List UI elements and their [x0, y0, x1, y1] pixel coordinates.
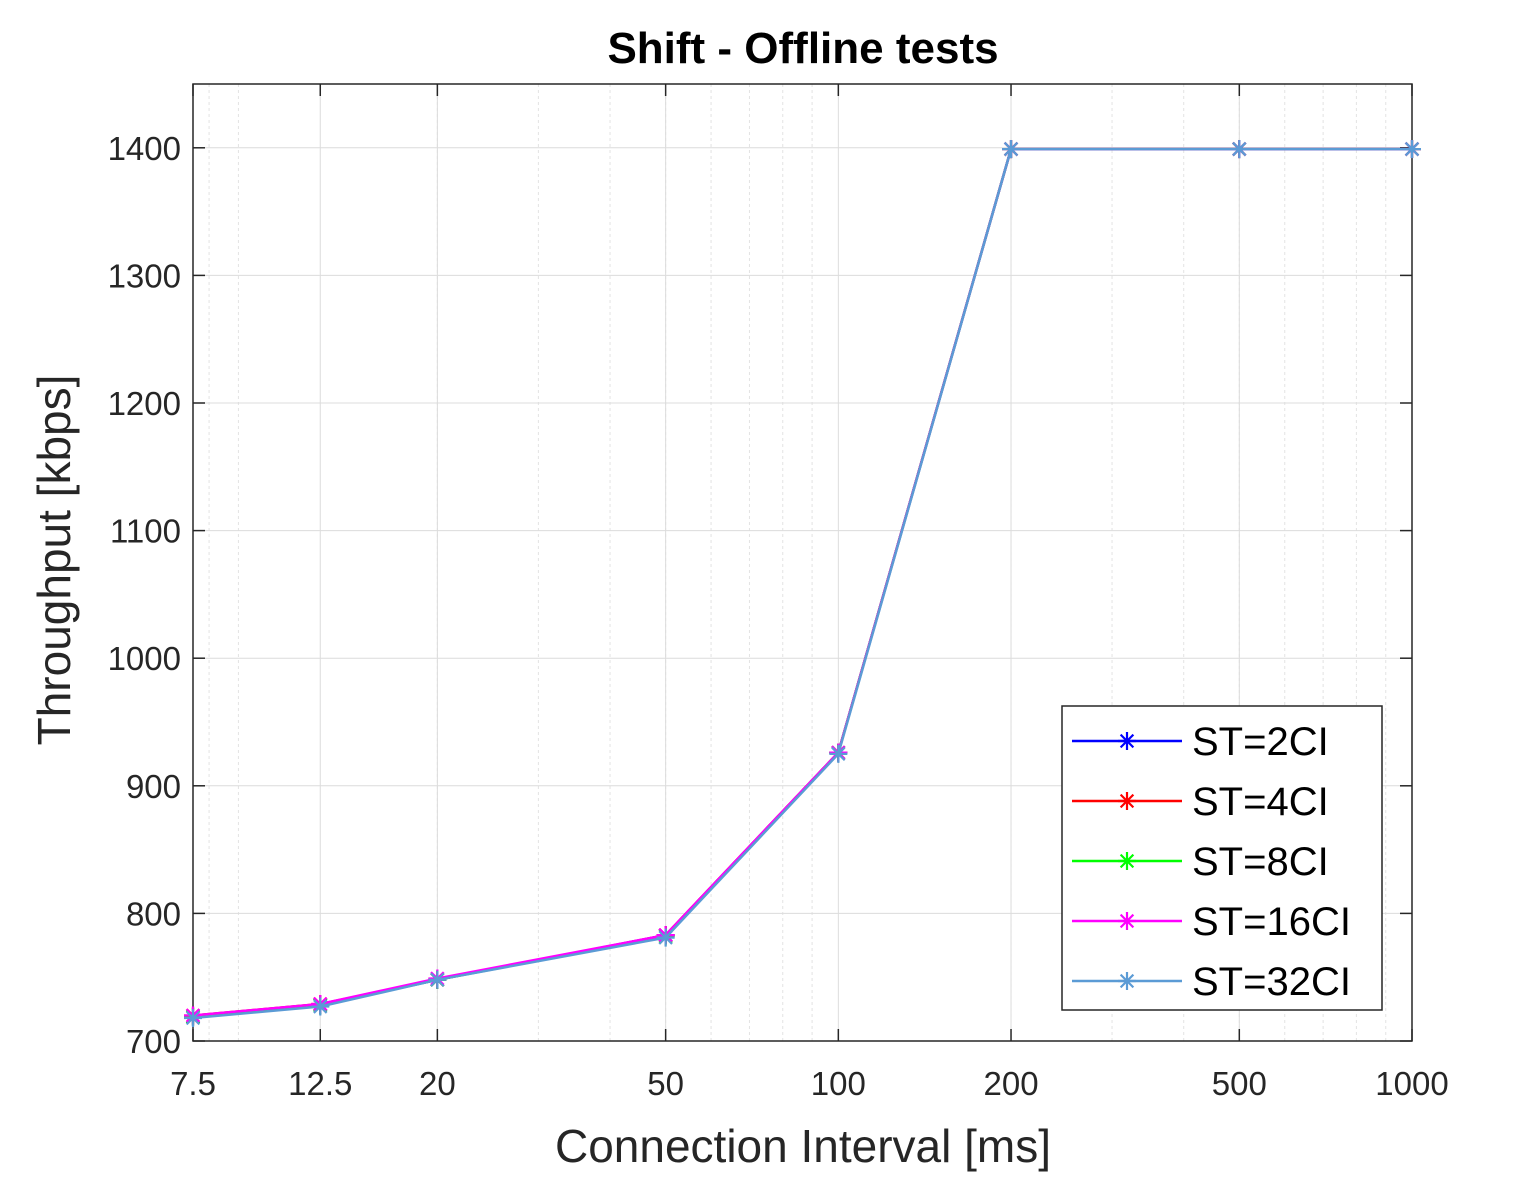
y-tick-label: 1200 [108, 385, 181, 422]
x-tick-label: 100 [811, 1065, 866, 1102]
y-tick-label: 900 [126, 768, 181, 805]
data-point [1230, 140, 1249, 159]
y-tick-label: 700 [126, 1023, 181, 1060]
legend-label: ST=32CI [1192, 960, 1351, 1004]
series-line [192, 147, 1412, 1020]
x-tick-label: 200 [983, 1065, 1038, 1102]
x-tick-label: 50 [647, 1065, 684, 1102]
legend-item: ST=8CI [1072, 840, 1329, 884]
legend-label: ST=16CI [1192, 900, 1351, 944]
data-point [1002, 140, 1021, 159]
series-ST=32CI [184, 140, 1421, 1028]
y-tick-label: 1000 [108, 640, 181, 677]
x-tick-label: 500 [1212, 1065, 1267, 1102]
legend: ST=2CI ST=4CI ST=8CI ST=16CI ST=32CI [1061, 705, 1383, 1011]
legend-item: ST=16CI [1072, 900, 1351, 944]
plot-frame [192, 83, 1413, 1042]
y-tick-label: 1100 [110, 513, 181, 550]
data-point [829, 744, 848, 763]
y-tick-label: 1300 [108, 257, 181, 294]
x-tick-label: 1000 [1375, 1065, 1448, 1102]
legend-item: ST=4CI [1072, 780, 1329, 824]
legend-marker [1118, 732, 1136, 750]
data-point [656, 928, 675, 947]
legend-label: ST=8CI [1192, 840, 1329, 884]
y-axis-ticks: 700 800 900 1000 1100 1200 1300 1400 [108, 130, 1412, 1060]
x-axis-ticks: 7.5 12.5 20 50 100 200 500 1000 [170, 84, 1449, 1102]
x-axis-label: Connection Interval [ms] [555, 1120, 1051, 1172]
data-point [184, 1009, 202, 1028]
legend-label: ST=2CI [1192, 720, 1329, 764]
legend-marker [1118, 852, 1136, 870]
y-axis-label: Throughput [kbps] [28, 375, 80, 746]
series-group [184, 140, 1421, 1028]
legend-item: ST=32CI [1072, 960, 1351, 1004]
legend-box [1061, 705, 1383, 1011]
legend-label: ST=4CI [1192, 780, 1329, 824]
chart-title: Shift - Offline tests [607, 24, 998, 73]
legend-marker [1118, 792, 1136, 810]
x-tick-label: 7.5 [170, 1065, 216, 1102]
legend-marker [1118, 972, 1136, 990]
data-point [311, 997, 330, 1016]
legend-marker [1118, 912, 1136, 930]
data-point [428, 970, 447, 989]
data-point [1403, 140, 1421, 159]
y-tick-label: 800 [126, 895, 181, 932]
x-tick-label: 12.5 [288, 1065, 352, 1102]
grid-major [192, 84, 1413, 1042]
y-tick-label: 1400 [108, 130, 181, 167]
legend-item: ST=2CI [1072, 720, 1329, 764]
x-tick-label: 20 [419, 1065, 456, 1102]
